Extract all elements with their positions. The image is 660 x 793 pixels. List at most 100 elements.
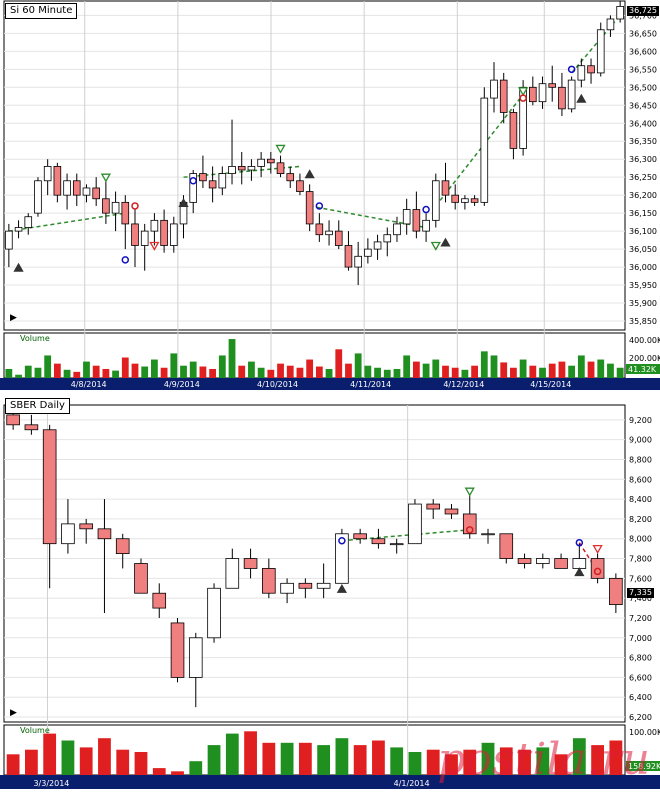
- candle-body: [334, 230, 343, 246]
- volume-bar: [296, 367, 304, 378]
- scroll-right-icon[interactable]: ▶: [10, 313, 17, 323]
- volume-bar: [280, 742, 294, 775]
- volume-bar: [403, 355, 411, 378]
- volume-bar: [591, 745, 604, 775]
- volume-bar: [572, 738, 586, 775]
- candle-body: [97, 528, 112, 540]
- candle-body: [189, 173, 198, 203]
- volume-bar: [597, 359, 605, 378]
- volume-bar: [539, 367, 546, 378]
- candle-body: [529, 86, 537, 103]
- volume-bar: [43, 733, 57, 775]
- volume-bar: [5, 368, 13, 378]
- candle-body: [121, 201, 130, 225]
- candle-body: [305, 191, 314, 225]
- candle-body: [422, 219, 430, 232]
- signal-triangle: [430, 241, 441, 251]
- candle-body: [481, 533, 495, 536]
- y-tick-label: 36,200: [629, 191, 657, 200]
- y-tick-label: 36,450: [629, 101, 657, 110]
- x-tick-label: 3/3/2014: [33, 779, 69, 788]
- y-tick-label: 8,200: [629, 515, 652, 524]
- candle-body: [408, 503, 422, 545]
- candle-body: [134, 563, 148, 594]
- volume-bar: [262, 742, 276, 775]
- volume-bar: [25, 749, 38, 775]
- candle-body: [616, 5, 624, 20]
- candle-body: [609, 577, 623, 606]
- signal-circle-blue: [315, 202, 324, 210]
- y-tick-label: 7,200: [629, 614, 652, 623]
- candle-body: [170, 622, 185, 678]
- volume-bar: [345, 363, 352, 378]
- volume-bar: [442, 365, 449, 378]
- signal-triangle: [592, 544, 603, 554]
- candle-body: [115, 538, 130, 554]
- candle-body: [431, 180, 440, 221]
- candle-body: [577, 65, 586, 81]
- y-tick-label: 8,800: [629, 455, 652, 464]
- signal-circle-blue: [575, 538, 584, 547]
- candle-body: [24, 216, 33, 228]
- candle-body: [470, 198, 479, 203]
- volume-bar: [335, 349, 343, 378]
- scroll-right-icon-2[interactable]: ▶: [10, 708, 17, 718]
- volume-bar: [207, 745, 221, 775]
- signal-triangle: [178, 198, 189, 208]
- candle-body: [43, 165, 52, 182]
- signal-triangle: [576, 93, 587, 103]
- signal-triangle: [440, 237, 451, 247]
- volume-bar: [463, 749, 477, 775]
- y-tick-label: 36,550: [629, 65, 657, 74]
- volume-bar: [317, 745, 331, 775]
- y-tick-label: 36,050: [629, 245, 657, 254]
- y-tick-label: 6,800: [629, 654, 652, 663]
- candle-body: [280, 582, 294, 594]
- y-tick-label: 6,200: [629, 713, 652, 722]
- candle-body: [389, 543, 404, 546]
- signal-circle-red: [466, 526, 474, 534]
- volume-bar: [607, 363, 614, 378]
- candle-body: [218, 173, 227, 189]
- candle-body: [6, 414, 20, 426]
- y-tick-label: 9,000: [629, 436, 652, 445]
- signal-triangle: [574, 567, 585, 577]
- volume-tick-label: 100.00K: [629, 728, 660, 737]
- volume-bar: [354, 353, 362, 378]
- signal-circle-blue: [567, 65, 576, 74]
- last-price-tag-si: 36,725: [627, 6, 659, 16]
- volume-bar: [225, 733, 239, 775]
- x-tick-label: 4/8/2014: [71, 380, 107, 389]
- y-tick-label: 36,150: [629, 209, 657, 218]
- candle-body: [298, 582, 313, 589]
- candle-body: [208, 180, 217, 189]
- signal-triangle: [517, 87, 529, 97]
- x-tick-label: 4/12/2014: [443, 380, 484, 389]
- candle-body: [237, 165, 246, 171]
- volume-bar: [121, 357, 129, 378]
- volume-bar: [218, 355, 226, 378]
- volume-bar: [61, 740, 75, 775]
- candle-body: [480, 97, 489, 203]
- candle-body: [393, 223, 401, 236]
- volume-bar: [609, 740, 623, 775]
- volume-bar: [315, 366, 323, 378]
- candle-body: [152, 592, 167, 609]
- volume-bar: [390, 747, 404, 775]
- last-volume-tag: 158.92K: [628, 762, 660, 771]
- candle-body: [606, 18, 615, 31]
- volume-bar: [134, 752, 148, 775]
- candle-body: [548, 83, 557, 88]
- candle-body: [267, 158, 275, 164]
- volume-bar: [189, 761, 203, 775]
- volume-bar: [238, 365, 246, 378]
- candle-body: [79, 523, 93, 530]
- candle-body: [538, 83, 547, 103]
- candle-body: [490, 79, 498, 99]
- candle-body: [199, 173, 207, 182]
- candle-body: [102, 198, 110, 214]
- volume-bar: [616, 367, 624, 378]
- volume-bar: [189, 361, 197, 378]
- candle-body: [170, 223, 178, 246]
